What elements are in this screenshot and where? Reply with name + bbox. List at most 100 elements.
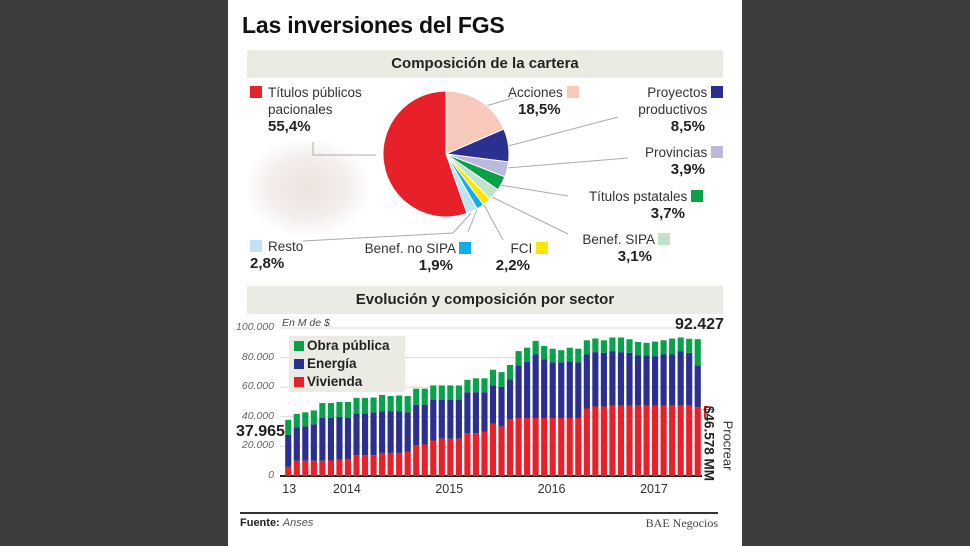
bar-segment-energ-a [532,354,539,418]
bar-section-header: Evolución y composición por sector [247,286,723,314]
pie-label-benef-sipa: Benef. SIPA 3,1% [558,231,670,265]
bar-segment-vivienda [686,405,693,476]
procrear-value: $46.578 MM [701,405,717,482]
bar-segment-obra-p-blica [387,396,394,412]
bar-segment-obra-p-blica [319,403,326,418]
bar-segment-obra-p-blica [558,350,565,363]
bar-segment-energ-a [609,351,616,406]
bar-segment-vivienda [319,460,326,476]
bar-segment-energ-a [447,399,454,439]
legend-swatch [711,86,723,98]
bar-segment-vivienda [455,438,462,476]
bar-segment-obra-p-blica [694,339,701,366]
x-tick-label: 2015 [435,482,464,496]
legend-item-energia: Energía [294,356,357,371]
x-tick-label: 2016 [537,482,566,496]
bar-segment-vivienda [609,405,616,476]
bar-segment-obra-p-blica [353,397,360,414]
procrear-label: Procrear [720,420,736,471]
bar-segment-obra-p-blica [541,346,548,360]
infographic-panel: Las inversiones del FGS Composición de l… [228,0,742,546]
bar-segment-vivienda [489,423,497,476]
bar-segment-vivienda [532,417,539,476]
bar-segment-vivienda [634,405,642,476]
bar-segment-obra-p-blica [643,342,650,356]
leader-line [505,157,629,169]
bar-segment-obra-p-blica [438,385,445,400]
legend-label: Energía [307,356,357,371]
slice-name: Resto [268,239,304,254]
bar-segment-obra-p-blica [396,395,403,412]
bar-legend: Obra pública Energía Vivienda [289,336,405,392]
bar-segment-vivienda [413,445,420,476]
legend-swatch [294,359,304,369]
slice-name: Provincias [644,145,708,160]
bar-segment-energ-a [353,413,360,456]
bar-segment-vivienda [660,405,667,476]
y-tick-label: 40.000 [241,409,274,422]
legend-swatch [691,190,703,202]
leader-line [312,142,376,156]
bar-segment-obra-p-blica [327,403,334,418]
slice-name: Acciones [508,85,563,100]
bar-segment-obra-p-blica [524,347,531,363]
bar-segment-vivienda [302,460,309,476]
bar-segment-energ-a [285,434,292,467]
legend-label: Obra pública [307,338,390,353]
legend-item-obra-publica: Obra pública [294,338,390,353]
bar-segment-obra-p-blica [455,385,462,400]
leader-lines [302,97,629,242]
slice-name: FCI [510,241,533,256]
bar-segment-obra-p-blica [336,402,343,417]
bar-segment-vivienda [558,417,565,476]
bar-segment-energ-a [575,362,582,418]
bar-segment-energ-a [370,412,377,456]
bar-segment-obra-p-blica [686,338,693,353]
bar-segment-vivienda [506,419,514,476]
bar-segment-vivienda [310,460,317,476]
bar-segment-vivienda [617,405,625,476]
bar-segment-vivienda [600,406,607,476]
bar-segment-obra-p-blica [361,397,369,414]
bar-segment-energ-a [438,399,445,439]
footer-divider [240,512,718,514]
bar-segment-energ-a [515,365,522,418]
bar-segment-obra-p-blica [293,413,300,428]
bar-segment-obra-p-blica [634,341,642,356]
bar-segment-obra-p-blica [370,397,377,413]
bar-segment-energ-a [558,362,565,418]
slice-name: Títulos pstatales [588,189,688,204]
bar-segment-obra-p-blica [379,394,386,412]
bar-segment-energ-a [404,412,411,452]
bar-segment-obra-p-blica [669,338,676,355]
bar-segment-energ-a [464,392,471,434]
y-tick-label: 100.000 [236,321,274,333]
y-tick-label: 60.000 [241,380,274,393]
bar-segment-obra-p-blica [617,337,625,353]
slice-percent: 2,2% [495,257,530,274]
bar-segment-obra-p-blica [515,351,522,366]
pie-label-fci: FCI 2,2% [478,240,548,274]
pie-label-benef-no-sipa: Benef. no SIPA 1,9% [353,240,471,274]
source-label: Fuente: [240,517,280,529]
bar-segment-energ-a [430,399,437,441]
slice-percent: 8,5% [670,118,705,135]
bar-segment-vivienda [336,459,343,476]
legend-swatch [711,146,723,158]
bar-segment-energ-a [310,424,317,461]
y-tick-label: 80.000 [241,350,274,363]
bar-segment-energ-a [413,404,420,446]
slice-percent: 3,9% [670,161,705,178]
leader-line [489,195,569,235]
pie-label-titulos-publicos: Títulos públicos pacionales 55,4% [250,84,378,135]
bar-segment-obra-p-blica [532,340,539,355]
bar-segment-vivienda [472,433,480,476]
bar-segment-obra-p-blica [498,372,505,387]
bar-segment-obra-p-blica [413,388,420,405]
bar-segment-obra-p-blica [481,378,488,393]
leader-line [482,202,504,241]
bar-segment-obra-p-blica [549,348,556,363]
bar-segment-obra-p-blica [430,385,437,400]
bar-segment-energ-a [361,413,369,456]
bar-segment-obra-p-blica [447,385,454,400]
